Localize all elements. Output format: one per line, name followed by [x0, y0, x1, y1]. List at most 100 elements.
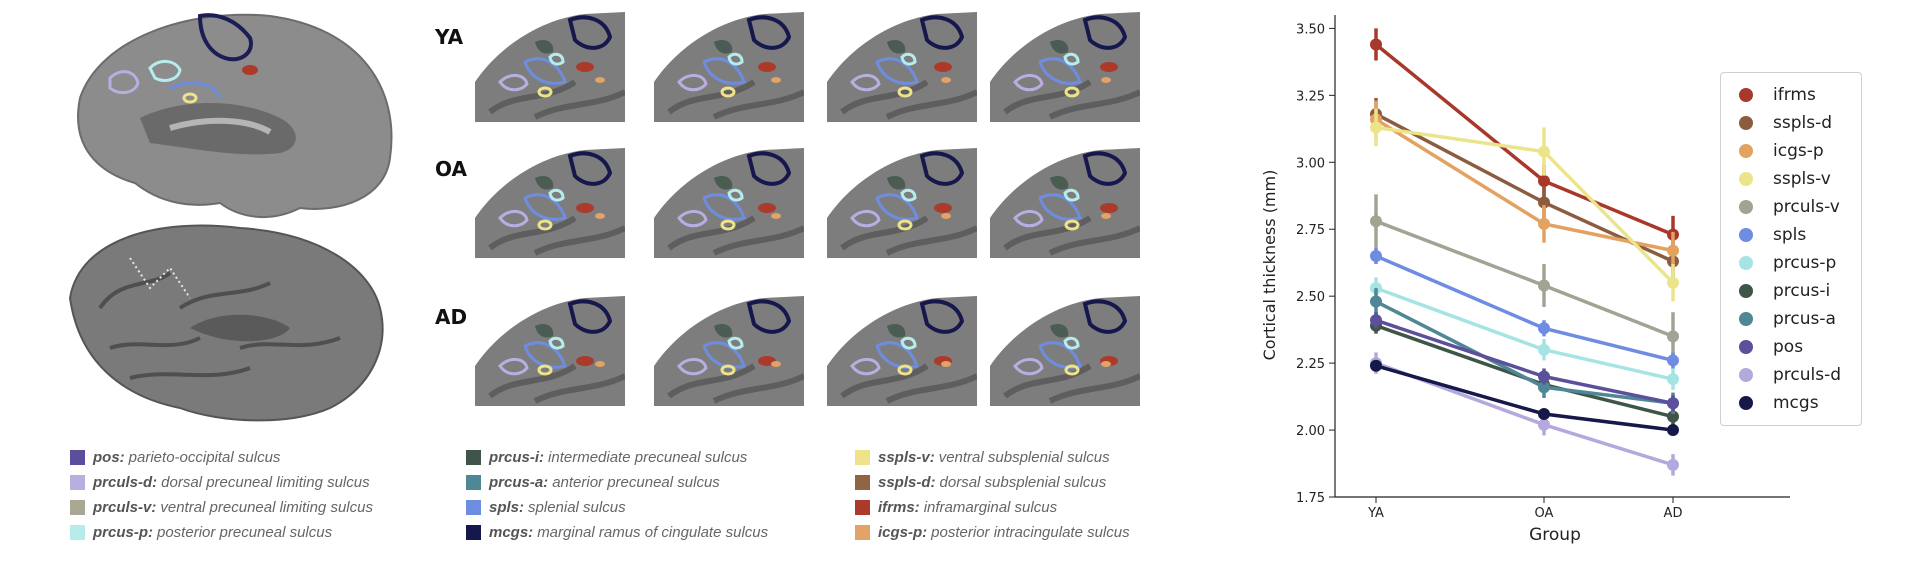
- legend-desc: splenial sulcus: [528, 499, 626, 516]
- legend-desc: dorsal subsplenial sulcus: [939, 474, 1107, 491]
- legend-item: prculs-v: ventral precuneal limiting sulc…: [70, 495, 373, 520]
- sulcus-legend-col-1: pos: parieto-occipital sulcus prculs-d: do…: [70, 445, 373, 545]
- legend-desc: marginal ramus of cingulate sulcus: [537, 524, 769, 541]
- data-point: [1667, 410, 1679, 423]
- chart-legend-marker: [1739, 340, 1753, 354]
- data-point: [1667, 373, 1679, 386]
- y-tick-label: 2.75: [1296, 223, 1325, 238]
- chart-legend-marker: [1739, 144, 1753, 158]
- series-line: [1374, 43, 1674, 237]
- legend-item: icgs-p: posterior intracingulate sulcus: [855, 520, 1130, 545]
- chart-legend-item: sspls-d: [1721, 109, 1861, 137]
- legend-abbr: icgs-p:: [878, 524, 928, 541]
- legend-desc: parieto-occipital sulcus: [128, 449, 281, 466]
- data-point: [1370, 314, 1382, 327]
- chart-legend-label: prcus-i: [1773, 281, 1831, 301]
- chart-legend-item: icgs-p: [1721, 137, 1861, 165]
- data-point: [1667, 354, 1679, 367]
- legend-desc: ventral precuneal limiting sulcus: [160, 499, 373, 516]
- chart-legend-label: prcus-p: [1773, 253, 1837, 273]
- data-point: [1370, 359, 1382, 372]
- series-mcgs: [1370, 359, 1679, 437]
- data-point: [1538, 418, 1550, 431]
- data-point: [1538, 175, 1550, 188]
- chart-legend-item: prculs-d: [1721, 361, 1861, 389]
- row-label-ya: YA: [435, 25, 464, 49]
- legend-abbr: prcus-p:: [93, 524, 153, 541]
- data-point: [1538, 381, 1550, 394]
- chart-legend-marker: [1739, 228, 1753, 242]
- legend-swatch: [70, 450, 85, 465]
- legend-swatch: [466, 525, 481, 540]
- legend-swatch: [70, 525, 85, 540]
- y-axis-label: Cortical thickness (mm): [1260, 170, 1279, 361]
- y-tick-label: 3.50: [1296, 22, 1325, 37]
- legend-swatch: [466, 475, 481, 490]
- sulcal-definition-tile: [827, 12, 977, 122]
- chart-legend-item: prcus-p: [1721, 249, 1861, 277]
- chart-legend-item: prcus-a: [1721, 305, 1861, 333]
- legend-abbr: ifrms:: [878, 499, 920, 516]
- data-point: [1538, 196, 1550, 209]
- chart-legend-marker: [1739, 256, 1753, 270]
- legend-item: mcgs: marginal ramus of cingulate sulcus: [466, 520, 768, 545]
- chart-legend-marker: [1739, 116, 1753, 130]
- chart-legend-item: prculs-v: [1721, 193, 1861, 221]
- legend-item: prcus-p: posterior precuneal sulcus: [70, 520, 373, 545]
- data-point: [1667, 276, 1679, 289]
- legend-item: prculs-d: dorsal precuneal limiting sulcu…: [70, 470, 373, 495]
- series-pos: [1370, 312, 1679, 412]
- series-spls: [1370, 247, 1679, 369]
- legend-desc: posterior intracingulate sulcus: [931, 524, 1130, 541]
- chart-legend-label: sspls-v: [1773, 169, 1831, 189]
- sulcal-definition-tile: [990, 296, 1140, 406]
- chart-legend-item: sspls-v: [1721, 165, 1861, 193]
- chart-legend-label: sspls-d: [1773, 113, 1833, 133]
- legend-item: ifrms: inframarginal sulcus: [855, 495, 1130, 520]
- series-ifrms: [1370, 28, 1679, 254]
- sulcal-definition-tile: [475, 148, 625, 258]
- legend-desc: anterior precuneal sulcus: [552, 474, 720, 491]
- legend-item: sspls-d: dorsal subsplenial sulcus: [855, 470, 1130, 495]
- data-point: [1538, 370, 1550, 383]
- chart-legend-marker: [1739, 396, 1753, 410]
- cortical-thickness-chart: 1.75 2.00 2.25 2.50 2.75 3.00 3.25 3.50 YA OA AD C…: [1260, 15, 1790, 545]
- chart-legend-marker: [1739, 368, 1753, 382]
- series-sspls-v: [1370, 108, 1679, 302]
- sulcal-definition-tile: [475, 296, 625, 406]
- legend-item: sspls-v: ventral subsplenial sulcus: [855, 445, 1130, 470]
- y-tick-label: 3.25: [1296, 89, 1325, 104]
- sulcal-definition-tile: [827, 296, 977, 406]
- chart-legend-item: ifrms: [1721, 81, 1861, 109]
- y-tick-label: 1.75: [1296, 491, 1325, 506]
- legend-swatch: [855, 500, 870, 515]
- sulcal-definition-tile: [990, 12, 1140, 122]
- data-point: [1667, 330, 1679, 343]
- y-tick-label: 2.00: [1296, 424, 1325, 439]
- chart-legend-marker: [1739, 88, 1753, 102]
- chart-legend-marker: [1739, 200, 1753, 214]
- chart-legend-item: spls: [1721, 221, 1861, 249]
- data-point: [1370, 250, 1382, 262]
- x-axis-label: Group: [1529, 525, 1581, 545]
- data-point: [1667, 424, 1679, 437]
- legend-item: prcus-a: anterior precuneal sulcus: [466, 470, 768, 495]
- x-tick-label: AD: [1664, 506, 1683, 521]
- chart-legend-label: icgs-p: [1773, 141, 1824, 161]
- series-line: [1375, 254, 1674, 363]
- chart-legend-label: spls: [1773, 225, 1807, 245]
- chart-legend-label: ifrms: [1773, 85, 1816, 105]
- chart-legend-item: pos: [1721, 333, 1861, 361]
- legend-abbr: prcus-i:: [489, 449, 545, 466]
- sulcal-definition-tile: [654, 296, 804, 406]
- legend-abbr: spls:: [489, 499, 525, 516]
- legend-abbr: mcgs:: [489, 524, 534, 541]
- row-label-oa: OA: [435, 157, 467, 181]
- data-point: [1667, 458, 1679, 471]
- sulcal-definition-tile: [827, 148, 977, 258]
- sulcal-definition-tile: [654, 148, 804, 258]
- legend-swatch: [855, 475, 870, 490]
- chart-legend-label: prcus-a: [1773, 309, 1836, 329]
- legend-swatch: [70, 475, 85, 490]
- legend-abbr: sspls-v:: [878, 449, 935, 466]
